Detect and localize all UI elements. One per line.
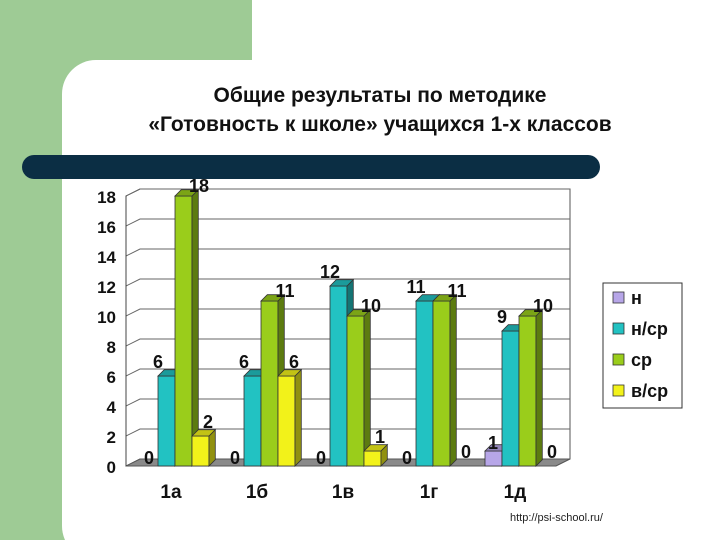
chart-bars — [157, 188, 544, 467]
bar — [174, 188, 200, 467]
bar-front — [277, 375, 296, 467]
bar-front — [432, 300, 451, 467]
legend-label: в/ср — [631, 381, 668, 401]
bar-front — [363, 450, 382, 467]
bar-front — [174, 195, 193, 467]
bar-top — [432, 294, 458, 302]
bar-top — [518, 309, 544, 317]
bar — [518, 308, 544, 467]
bar-front — [243, 375, 262, 467]
data-label: 0 — [461, 442, 471, 462]
bar — [432, 293, 458, 467]
bar-top — [174, 189, 200, 197]
data-label: 0 — [402, 448, 412, 468]
bar-side — [191, 188, 199, 467]
bar-front — [260, 300, 279, 467]
x-category-label: 1б — [246, 482, 268, 503]
bar — [191, 428, 217, 467]
data-label: 11 — [406, 277, 425, 297]
y-tick-label: 14 — [97, 248, 116, 267]
bar — [260, 293, 286, 467]
legend-swatch — [612, 353, 625, 366]
data-label: 10 — [361, 296, 381, 316]
data-label: 11 — [275, 281, 294, 301]
bar-top — [363, 444, 389, 452]
y-tick-label: 18 — [97, 188, 116, 207]
data-label: 0 — [547, 442, 557, 462]
slide-title-line2: «Готовность к школе» учащихся 1-х классо… — [148, 113, 612, 136]
y-axis: 0 2 4 6 8 10 12 14 16 18 — [97, 188, 127, 477]
dark-divider-bar — [22, 155, 600, 179]
gridline — [125, 218, 570, 227]
legend-swatch — [612, 322, 625, 335]
bar-top — [329, 279, 355, 287]
bar-front — [191, 435, 210, 467]
chart-gridlines — [125, 188, 570, 437]
x-axis: 1а 1б 1в 1г 1д — [160, 482, 526, 503]
x-category-label: 1а — [160, 482, 182, 503]
slide-title-line1: Общие результаты по методике — [213, 84, 547, 107]
y-tick-label: 0 — [107, 458, 116, 477]
x-category-label: 1в — [332, 482, 354, 503]
legend-label: н/ср — [631, 319, 668, 339]
chart-legend: н н/ср ср в/ср — [602, 282, 683, 409]
bar-side — [363, 308, 371, 467]
gridline — [125, 248, 570, 257]
legend-swatch — [612, 291, 625, 304]
x-category-label: 1д — [504, 482, 527, 503]
bar-side — [294, 368, 302, 467]
gridline — [125, 278, 570, 287]
data-label: 11 — [447, 281, 466, 301]
bar-side — [535, 308, 543, 467]
y-tick-label: 12 — [97, 278, 116, 297]
x-category-label: 1г — [420, 482, 439, 503]
data-label: 10 — [533, 296, 553, 316]
y-tick-label: 10 — [97, 308, 116, 327]
bar-front — [329, 285, 348, 467]
data-label: 12 — [320, 262, 340, 282]
data-label: 1 — [375, 427, 385, 447]
data-label: 0 — [144, 448, 154, 468]
data-label: 0 — [230, 448, 240, 468]
legend-swatch — [612, 384, 625, 397]
data-label: 18 — [189, 176, 209, 196]
y-tick-label: 6 — [107, 368, 116, 387]
y-tick-label: 4 — [107, 398, 117, 417]
bar-top — [346, 309, 372, 317]
bar-front — [346, 315, 365, 467]
data-label: 6 — [153, 352, 163, 372]
bar-front — [518, 315, 537, 467]
bar-front — [157, 375, 176, 467]
gridline — [125, 188, 570, 197]
data-label: 6 — [289, 352, 299, 372]
bar-top — [277, 369, 303, 377]
bar-front — [501, 330, 520, 467]
data-label: 6 — [239, 352, 249, 372]
y-tick-label: 16 — [97, 218, 116, 237]
legend-label: н — [631, 288, 642, 308]
bar — [277, 368, 303, 467]
bar-side — [449, 293, 457, 467]
data-label: 2 — [203, 412, 213, 432]
legend-label: ср — [631, 350, 652, 370]
data-label: 0 — [316, 448, 326, 468]
data-label: 9 — [497, 307, 507, 327]
y-tick-label: 2 — [107, 428, 116, 447]
source-url: http://psi-school.ru/ — [510, 512, 603, 524]
y-tick-label: 8 — [107, 338, 116, 357]
bar-top — [260, 294, 286, 302]
bar-top — [191, 429, 217, 437]
bar-front — [415, 300, 434, 467]
bar-front — [484, 450, 503, 467]
bar — [363, 443, 389, 467]
data-label: 1 — [488, 433, 498, 453]
bar — [346, 308, 372, 467]
